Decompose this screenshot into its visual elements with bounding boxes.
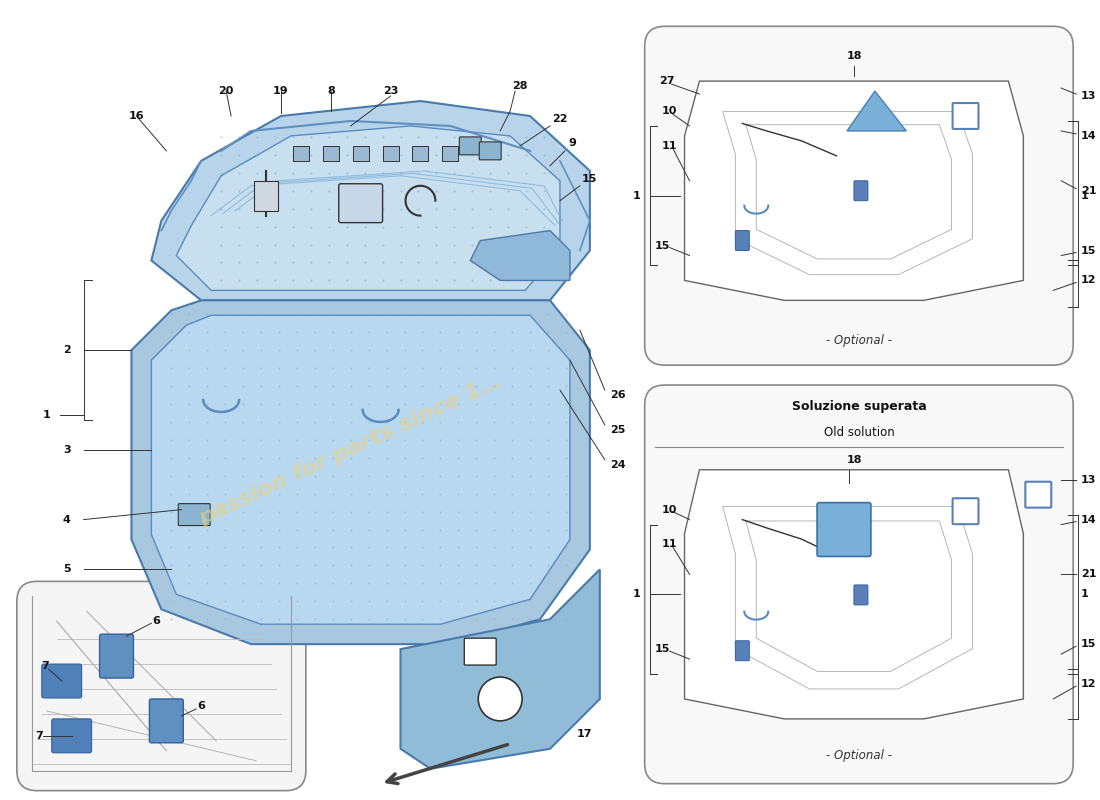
Polygon shape: [684, 81, 1023, 300]
FancyBboxPatch shape: [460, 137, 481, 155]
Text: 11: 11: [662, 141, 678, 151]
Polygon shape: [152, 101, 590, 300]
FancyBboxPatch shape: [339, 184, 383, 222]
Bar: [383, 146, 398, 161]
Text: 16: 16: [129, 111, 144, 121]
Text: 21: 21: [1081, 186, 1097, 196]
Text: 3: 3: [63, 445, 70, 455]
Text: 14: 14: [1081, 514, 1097, 525]
Text: 15: 15: [654, 241, 670, 250]
FancyBboxPatch shape: [854, 181, 868, 201]
Text: 18: 18: [846, 454, 861, 465]
Text: 10: 10: [662, 106, 678, 116]
Polygon shape: [152, 315, 570, 624]
FancyBboxPatch shape: [42, 664, 81, 698]
Circle shape: [478, 677, 522, 721]
Text: 8: 8: [327, 86, 334, 96]
Bar: [412, 146, 428, 161]
Text: 28: 28: [513, 81, 528, 91]
Text: 23: 23: [383, 86, 398, 96]
Bar: [293, 146, 309, 161]
Text: 2: 2: [63, 345, 70, 355]
Text: 1: 1: [632, 590, 640, 599]
FancyBboxPatch shape: [150, 699, 184, 743]
Text: 6: 6: [197, 701, 206, 711]
Polygon shape: [400, 570, 600, 769]
Polygon shape: [471, 230, 570, 281]
Text: Old solution: Old solution: [824, 426, 894, 439]
Text: 19: 19: [273, 86, 288, 96]
Text: 22: 22: [552, 114, 568, 124]
FancyBboxPatch shape: [736, 641, 749, 661]
FancyBboxPatch shape: [178, 504, 210, 526]
FancyBboxPatch shape: [1025, 482, 1052, 508]
Text: passion for parts since 1…: passion for parts since 1…: [196, 370, 505, 529]
Polygon shape: [684, 470, 1023, 719]
Text: 12: 12: [1081, 275, 1097, 286]
Text: 24: 24: [609, 460, 626, 470]
Text: 17: 17: [578, 729, 593, 739]
FancyBboxPatch shape: [953, 103, 979, 129]
Text: 7: 7: [41, 661, 48, 671]
Bar: [442, 146, 459, 161]
Text: 1: 1: [632, 190, 640, 201]
Text: 15: 15: [582, 174, 597, 184]
Text: 12: 12: [1081, 679, 1097, 689]
Polygon shape: [176, 126, 560, 290]
FancyBboxPatch shape: [953, 498, 979, 524]
FancyBboxPatch shape: [645, 26, 1074, 365]
Text: 9: 9: [568, 138, 576, 148]
Bar: [353, 146, 369, 161]
Text: 14: 14: [1081, 131, 1097, 141]
Text: 6: 6: [153, 616, 161, 626]
Polygon shape: [132, 300, 590, 644]
Text: 4: 4: [63, 514, 70, 525]
Text: 25: 25: [609, 425, 625, 435]
FancyBboxPatch shape: [645, 385, 1074, 784]
Text: 13: 13: [1081, 474, 1097, 485]
FancyBboxPatch shape: [854, 585, 868, 605]
Bar: [322, 146, 339, 161]
FancyBboxPatch shape: [52, 719, 91, 753]
FancyBboxPatch shape: [817, 502, 871, 557]
Text: 26: 26: [609, 390, 626, 400]
Text: 5: 5: [63, 565, 70, 574]
Text: 11: 11: [662, 539, 678, 550]
Polygon shape: [847, 91, 906, 131]
Text: 20: 20: [219, 86, 234, 96]
Text: 15: 15: [654, 644, 670, 654]
Text: 18: 18: [846, 51, 861, 61]
Text: Soluzione superata: Soluzione superata: [792, 401, 926, 414]
Text: - Optional -: - Optional -: [826, 334, 892, 346]
FancyBboxPatch shape: [100, 634, 133, 678]
FancyBboxPatch shape: [736, 230, 749, 250]
Text: 1: 1: [43, 410, 51, 420]
Text: 15: 15: [1081, 246, 1097, 255]
FancyBboxPatch shape: [16, 582, 306, 790]
Text: 27: 27: [659, 76, 674, 86]
Text: 21: 21: [1081, 570, 1097, 579]
Text: 10: 10: [662, 505, 678, 514]
Bar: [254, 181, 278, 210]
Text: 1: 1: [1081, 590, 1089, 599]
FancyBboxPatch shape: [480, 142, 502, 160]
Text: 1: 1: [1081, 190, 1089, 201]
Text: 13: 13: [1081, 91, 1097, 101]
FancyBboxPatch shape: [464, 638, 496, 665]
Text: 15: 15: [1081, 639, 1097, 649]
Text: 7: 7: [35, 731, 43, 741]
Text: - Optional -: - Optional -: [826, 750, 892, 762]
